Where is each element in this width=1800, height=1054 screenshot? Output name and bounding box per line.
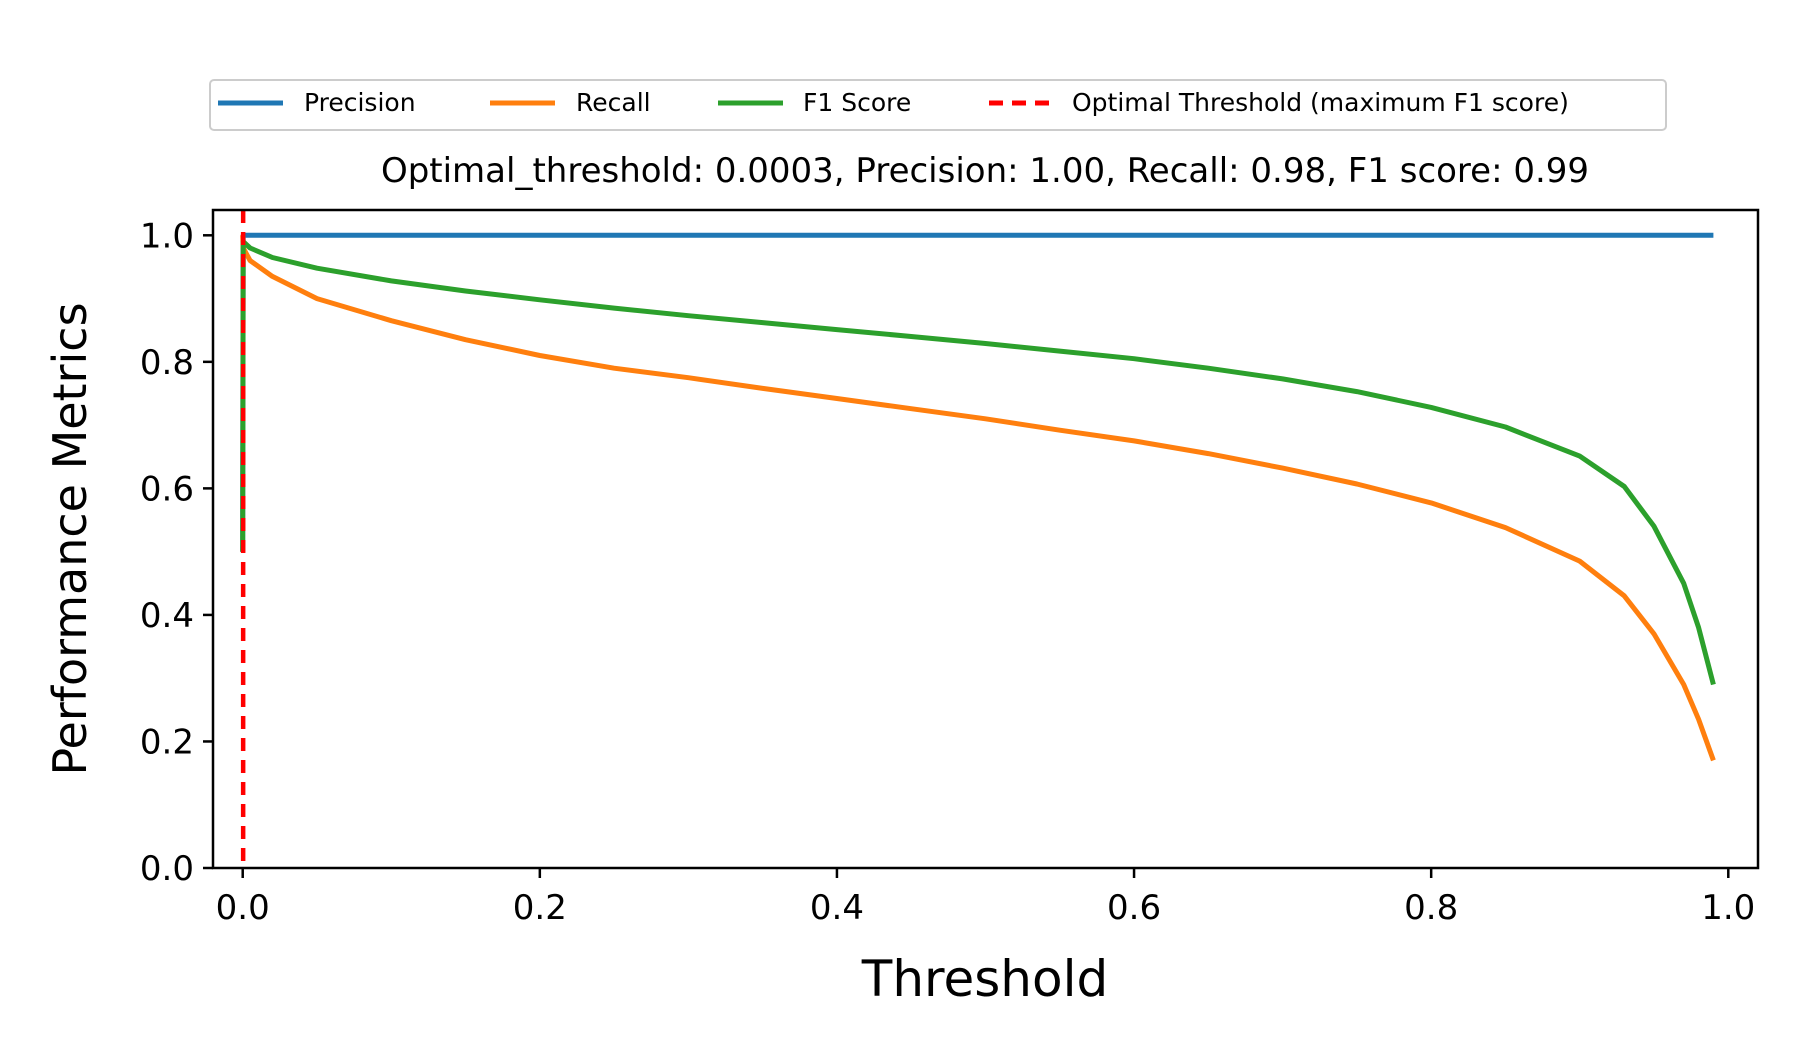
legend-frame [209,79,1667,131]
chart-title: Optimal_threshold: 0.0003, Precision: 1.… [381,151,1589,191]
legend-label-optimal-threshold: Optimal Threshold (maximum F1 score) [1072,88,1569,117]
y-tick-label: 0.2 [140,722,194,762]
legend: Precision Recall F1 Score Optimal Thresh… [209,79,1667,131]
plot-frame [211,208,1760,870]
legend-label-recall: Recall [576,88,651,117]
x-tick-label: 0.8 [1404,888,1458,928]
x-axis-label: Threshold [861,950,1108,1008]
series-line-f1-score [240,239,1716,686]
legend-label-precision: Precision [304,88,416,117]
y-tick-label: 0.8 [140,343,194,383]
y-tick-label: 0.4 [140,596,194,636]
x-tick-label: 0.2 [513,888,567,928]
y-tick-label: 0.6 [140,469,194,509]
x-tick-label: 1.0 [1701,888,1755,928]
y-tick-label: 1.0 [140,216,194,256]
axis-ticks: 0.0 0.2 0.4 0.6 0.8 1.0 0.0 0.2 0.4 0.6 0.8 1.0 [140,216,1755,928]
x-tick-label: 0.6 [1107,888,1161,928]
y-axis-label: Performance Metrics [43,302,97,775]
plot-area [213,210,1758,868]
y-tick-label: 0.0 [140,849,194,889]
x-tick-label: 0.0 [216,888,270,928]
x-tick-label: 0.4 [810,888,864,928]
legend-label-f1-score: F1 Score [803,88,911,117]
series-line-recall [240,235,1716,762]
